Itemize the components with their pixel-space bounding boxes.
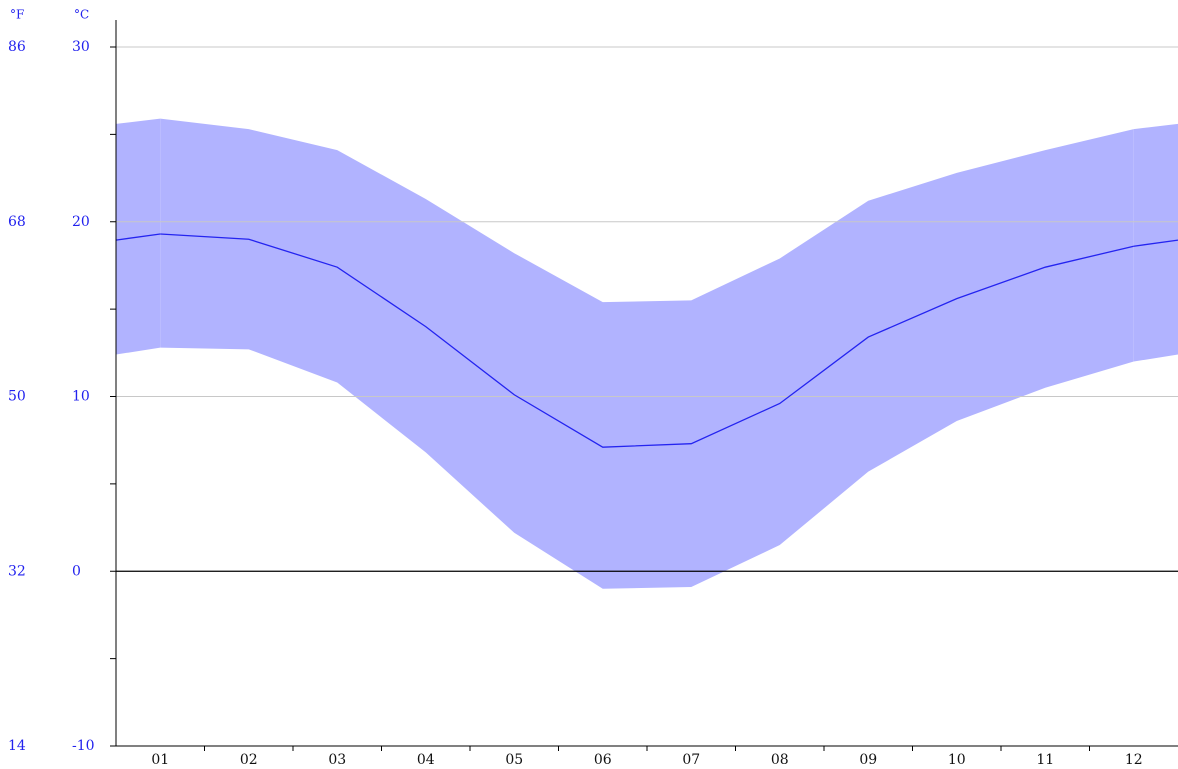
y2-tick-label: 32 [8, 563, 26, 579]
y-tick-label: -10 [72, 738, 95, 754]
mean-line-edge [1133, 239, 1178, 247]
y2-tick-label: 14 [8, 738, 26, 754]
x-tick-label: 11 [1036, 752, 1054, 768]
y2-tick-label: 50 [8, 389, 26, 405]
x-tick-label: 02 [240, 752, 258, 768]
x-tick-label: 10 [948, 752, 966, 768]
x-tick-label: 05 [505, 752, 523, 768]
y-tick-label: 0 [72, 563, 81, 579]
y-tick-label: 30 [72, 39, 90, 55]
x-tick-label: 01 [151, 752, 169, 768]
y2-tick-label: 68 [8, 214, 26, 230]
x-tick-label: 07 [682, 752, 700, 768]
x-tick-label: 12 [1125, 752, 1143, 768]
y-tick-label: 10 [72, 389, 90, 405]
range-band [160, 118, 1134, 589]
x-tick-label: 03 [328, 752, 346, 768]
x-tick-label: 06 [594, 752, 612, 768]
mean-line-edge [115, 233, 161, 241]
x-tick-label: 09 [859, 752, 877, 768]
y-tick-label: 20 [72, 214, 90, 230]
mean-line [160, 233, 1134, 448]
x-tick-label: 08 [771, 752, 789, 768]
y-unit-label: °C [74, 8, 89, 22]
y2-unit-label: °F [10, 8, 24, 22]
x-tick-label: 04 [417, 752, 435, 768]
y2-tick-label: 86 [8, 39, 26, 55]
